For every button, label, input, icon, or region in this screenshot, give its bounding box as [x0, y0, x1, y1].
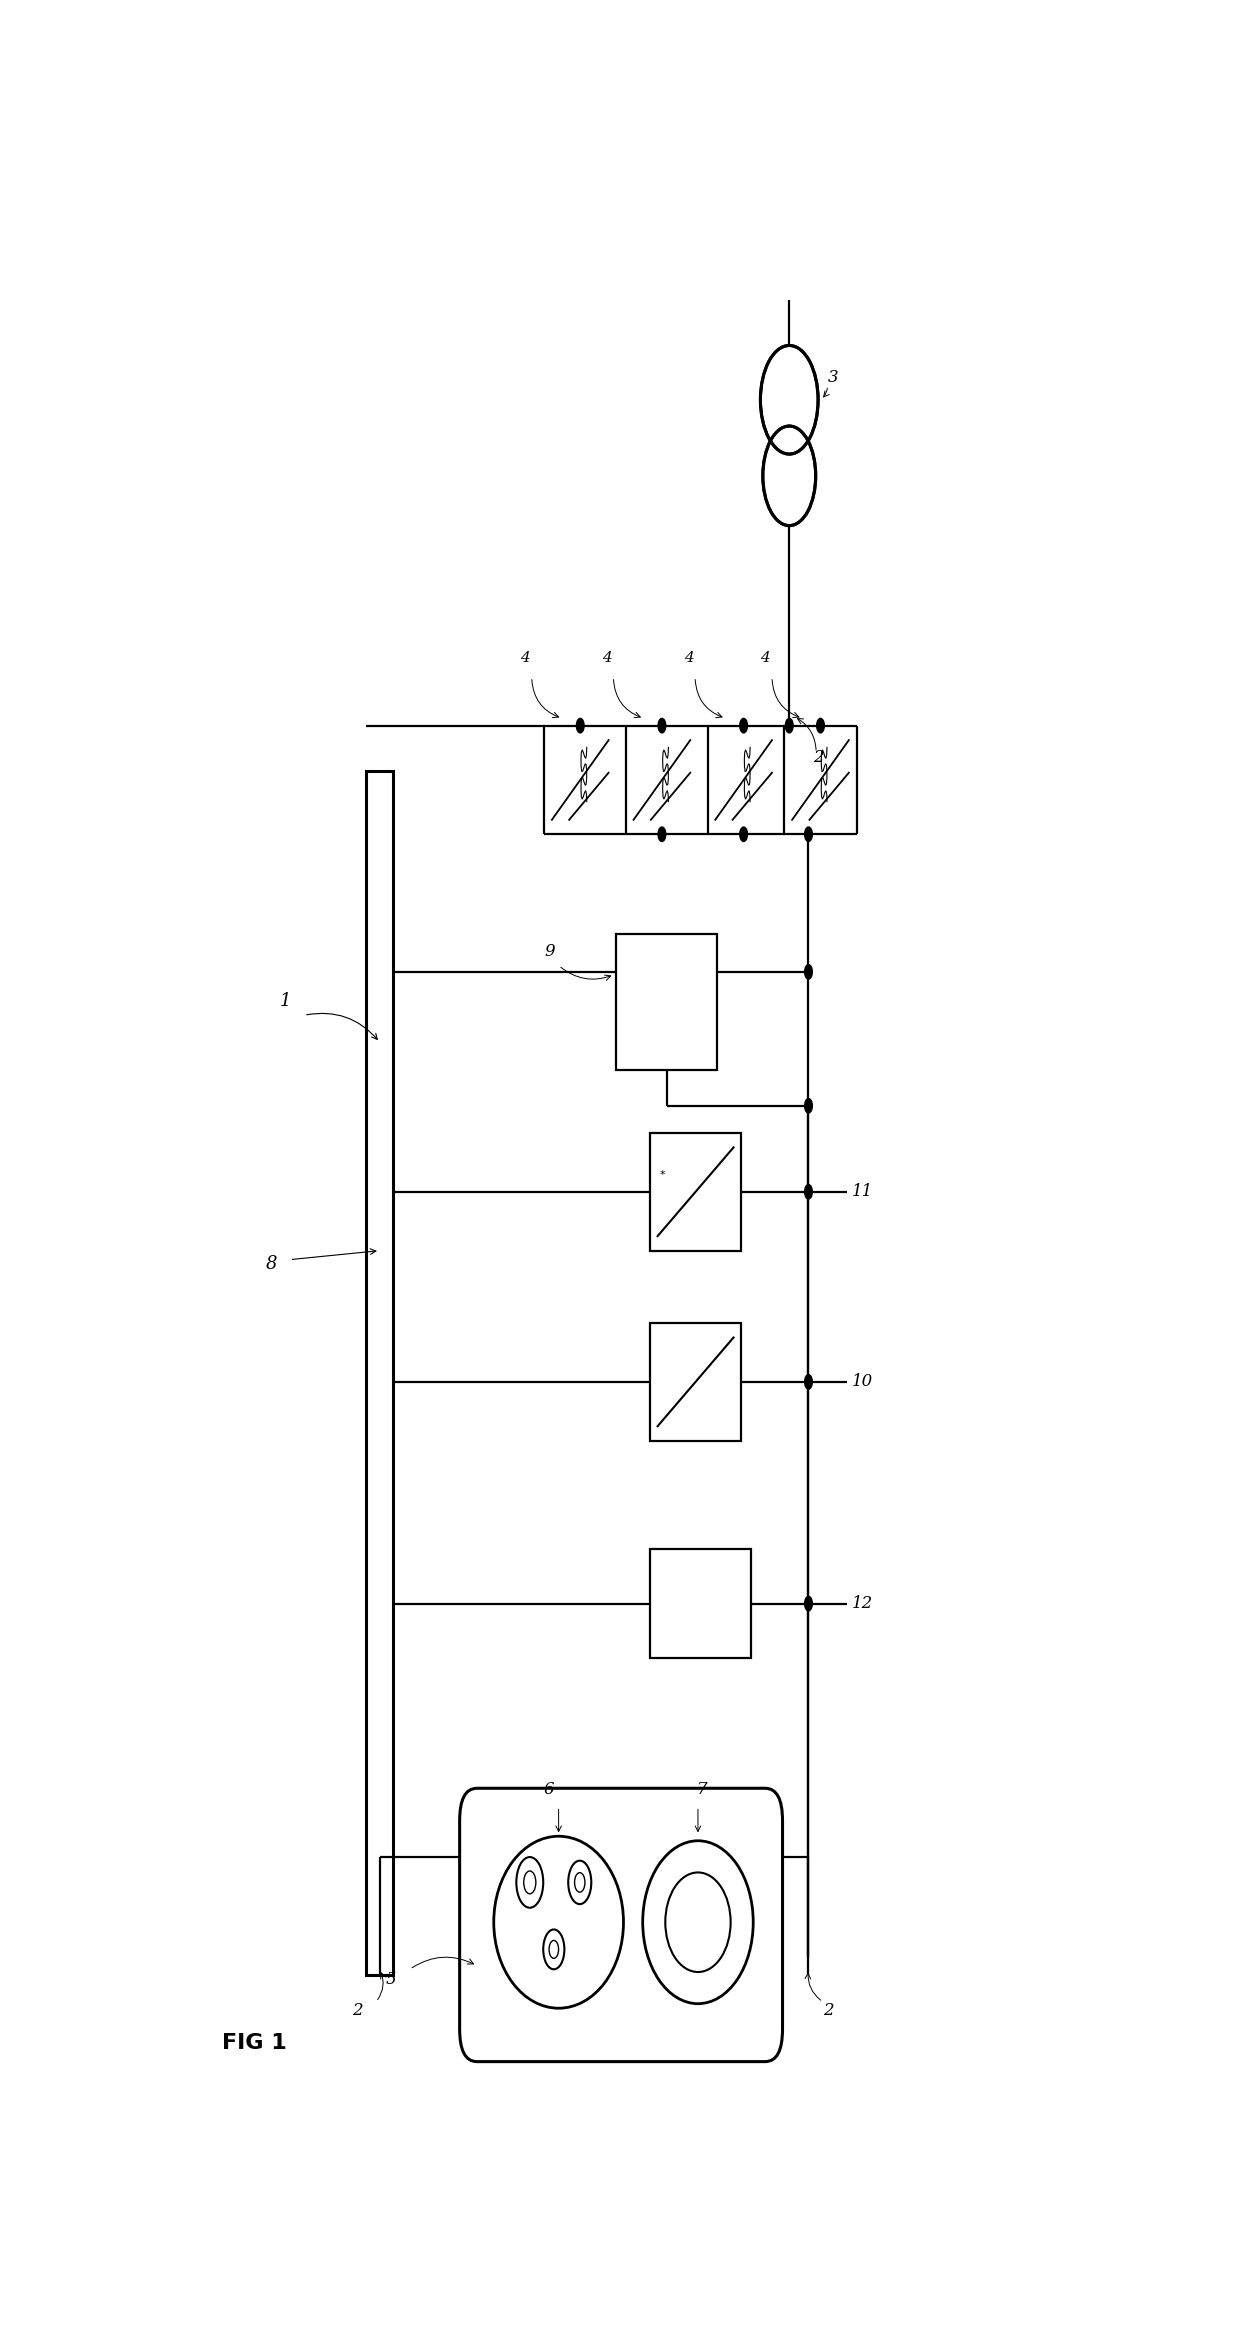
Text: 8: 8 — [265, 1255, 277, 1272]
Circle shape — [805, 1596, 812, 1610]
Circle shape — [658, 828, 666, 842]
Bar — [544, 726, 616, 835]
Text: 4: 4 — [521, 651, 529, 665]
Text: 2: 2 — [823, 2001, 833, 2020]
Bar — [650, 1324, 742, 1441]
Text: 4: 4 — [601, 651, 611, 665]
Circle shape — [805, 1185, 812, 1199]
Bar — [650, 1549, 750, 1657]
Text: 5: 5 — [386, 1970, 397, 1989]
Text: 2: 2 — [352, 2001, 362, 2020]
Text: 4: 4 — [760, 651, 770, 665]
Bar — [626, 726, 698, 835]
Circle shape — [740, 828, 748, 842]
Bar — [367, 771, 393, 1975]
Circle shape — [805, 1375, 812, 1389]
Text: 4: 4 — [683, 651, 693, 665]
Bar — [650, 1133, 742, 1251]
Text: 6: 6 — [543, 1780, 554, 1799]
FancyBboxPatch shape — [460, 1789, 782, 2062]
Text: 10: 10 — [852, 1373, 873, 1389]
Text: 9: 9 — [544, 943, 554, 962]
Text: *: * — [660, 1171, 665, 1180]
Circle shape — [785, 719, 794, 734]
Circle shape — [805, 1098, 812, 1112]
Bar — [708, 726, 780, 835]
Bar — [785, 726, 857, 835]
Bar — [616, 933, 717, 1070]
Circle shape — [577, 719, 584, 734]
Text: 11: 11 — [852, 1183, 873, 1201]
Circle shape — [817, 719, 825, 734]
Text: 3: 3 — [828, 369, 838, 386]
Circle shape — [805, 828, 812, 842]
Circle shape — [805, 964, 812, 978]
Text: 12: 12 — [852, 1594, 873, 1613]
Circle shape — [760, 346, 818, 454]
Text: 7: 7 — [697, 1780, 708, 1799]
Circle shape — [740, 719, 748, 734]
Circle shape — [658, 719, 666, 734]
Text: FIG 1: FIG 1 — [222, 2034, 286, 2052]
Text: 1: 1 — [280, 992, 291, 1011]
Text: 2: 2 — [813, 750, 823, 766]
